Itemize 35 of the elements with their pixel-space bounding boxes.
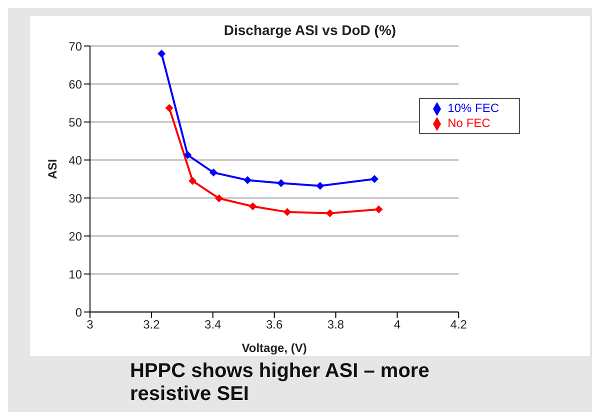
point — [184, 151, 192, 160]
x-tick-label: 4.2 — [450, 318, 468, 332]
y-tick-label: 20 — [68, 229, 82, 244]
x-tick-label: 3 — [86, 318, 94, 332]
y-tick-label: 60 — [68, 77, 82, 92]
point — [244, 176, 252, 184]
point — [277, 179, 286, 188]
point — [158, 50, 166, 58]
x-tick-label: 3.8 — [327, 318, 344, 332]
point — [188, 176, 197, 185]
x-tick-label: 3.2 — [143, 318, 160, 332]
y-axis-title: ASI — [45, 158, 60, 179]
point — [326, 209, 334, 218]
y-tick-label: 50 — [68, 115, 82, 130]
y-tick-label: 0 — [75, 305, 82, 320]
x-tick-label: 3.6 — [266, 318, 283, 332]
y-tick-label: 10 — [68, 267, 82, 282]
point — [283, 208, 292, 216]
point — [209, 168, 218, 177]
text: HPPC shows higher ASI – more resistive SEI — [130, 360, 430, 406]
point — [374, 205, 383, 214]
x-tick-label: 3.4 — [204, 318, 222, 332]
x-tick-label: 4 — [394, 318, 401, 332]
point — [248, 202, 257, 210]
y-tick-label: 70 — [68, 39, 82, 54]
legend-label: 10% FEC — [448, 101, 499, 115]
point — [215, 194, 224, 202]
point — [370, 175, 378, 183]
y-tick-label: 30 — [68, 191, 82, 206]
x-axis-title: Voltage, (V) — [242, 341, 307, 355]
legend-label: No FEC — [448, 116, 490, 130]
point — [165, 104, 174, 112]
chart-title: Discharge ASI vs DoD (%) — [222, 22, 398, 38]
y-tick-label: 40 — [68, 153, 82, 168]
point — [316, 182, 324, 190]
